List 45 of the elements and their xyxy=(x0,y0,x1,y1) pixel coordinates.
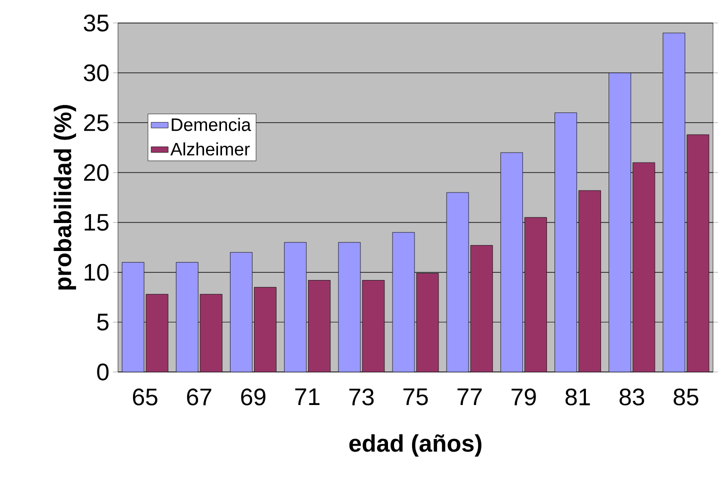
y-tick-label: 15 xyxy=(84,214,108,231)
bar xyxy=(392,232,415,372)
bar xyxy=(662,32,686,372)
bar xyxy=(122,262,144,372)
x-tick-label: 73 xyxy=(349,388,374,406)
bar xyxy=(554,112,577,372)
bar xyxy=(524,217,547,372)
y-tick-label: 0 xyxy=(97,364,109,380)
bar xyxy=(470,245,493,372)
bar xyxy=(146,294,168,372)
bar xyxy=(632,162,656,372)
legend-label: Alzheimer xyxy=(170,142,250,156)
legend-label: Demencia xyxy=(172,118,252,132)
bar xyxy=(578,190,601,372)
x-axis-title: edad (años) xyxy=(349,434,482,457)
bar xyxy=(284,242,307,372)
bar xyxy=(338,242,361,372)
bar xyxy=(500,152,523,372)
y-tick-label: 25 xyxy=(84,114,108,132)
x-tick-label: 79 xyxy=(512,388,536,406)
bar xyxy=(308,280,331,372)
x-tick-label: 67 xyxy=(187,388,212,406)
x-tick-label: 75 xyxy=(403,388,428,406)
bar xyxy=(446,192,469,372)
x-tick-label: 71 xyxy=(295,388,320,405)
y-axis-title: probabilidad (%) xyxy=(54,105,76,290)
bar xyxy=(176,262,198,372)
x-tick-label: 77 xyxy=(458,388,482,405)
y-tick-label: 20 xyxy=(84,164,109,182)
bar xyxy=(686,134,710,372)
x-tick-label: 81 xyxy=(566,388,590,406)
x-tick-label: 65 xyxy=(132,388,158,406)
bar xyxy=(416,273,439,372)
bar xyxy=(230,252,252,372)
y-tick-label: 30 xyxy=(84,64,109,82)
y-tick-label: 5 xyxy=(97,314,108,330)
y-tick-label: 35 xyxy=(84,14,108,32)
x-tick-label: 83 xyxy=(620,388,644,406)
bar xyxy=(200,294,222,372)
bar xyxy=(362,280,385,372)
x-tick-label: 85 xyxy=(674,388,698,406)
x-tick-label: 69 xyxy=(241,388,266,406)
y-tick-label: 10 xyxy=(84,264,109,281)
bar xyxy=(254,287,276,372)
bar xyxy=(608,72,632,372)
